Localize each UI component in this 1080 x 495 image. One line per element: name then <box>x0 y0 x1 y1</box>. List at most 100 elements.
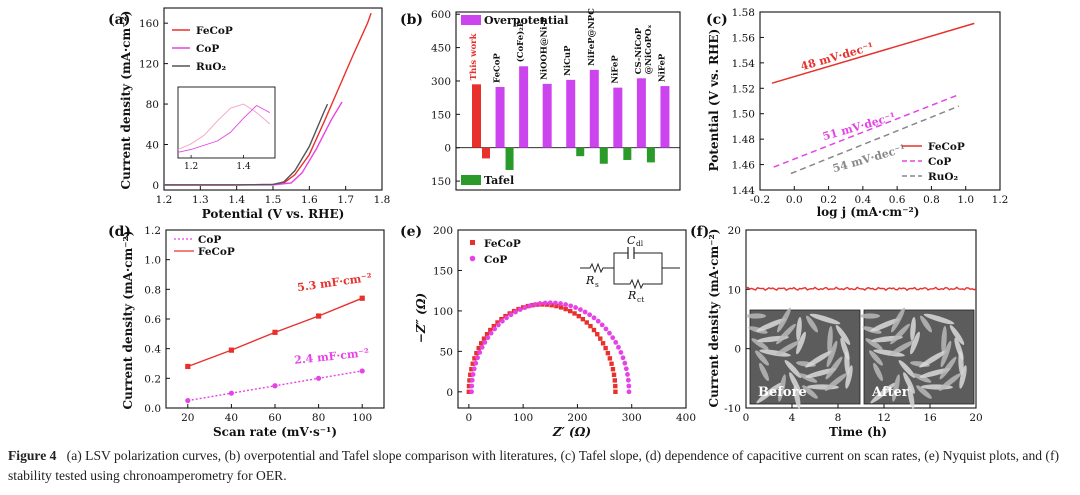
panel-b-legend-tafel: Tafel <box>484 174 514 187</box>
panel-e-point-1 <box>568 303 574 309</box>
panel-b-bar-tafel <box>482 147 490 159</box>
panel-e-ytick: 200 <box>433 225 453 237</box>
panel-e-point-1 <box>492 326 498 332</box>
panel-d-point-1 <box>316 313 322 319</box>
panel-c-ytick: 1.58 <box>732 7 755 19</box>
panel-e-point-1 <box>591 315 597 321</box>
panel-e-point-0 <box>495 320 500 325</box>
panel-e-point-0 <box>572 311 577 316</box>
panel-a-inset-curve-0 <box>177 103 271 150</box>
panel-e-point-1 <box>558 301 563 306</box>
panel-e-point-1 <box>504 315 509 321</box>
panel-f-sem-flake <box>798 373 818 383</box>
panel-b-bar-tafel <box>646 147 655 163</box>
panel-a-inset-xtick: 1.4 <box>236 162 251 172</box>
panel-f-sem-flake <box>873 362 883 382</box>
panel-b-category-label: NiFeP@NPC <box>587 8 597 66</box>
panel-f-sem-flake <box>746 313 766 319</box>
panel-b-category-label: NiOOH@Ni-P <box>540 16 550 80</box>
panel-f-stability-line <box>745 286 977 292</box>
panel-f-xtick: 4 <box>789 412 796 424</box>
panel-b-bar-overpotential <box>660 86 670 148</box>
panel-e-xtick: 100 <box>513 412 533 424</box>
figure-4: (a)1.2 1.3 1.4 1.5 1.6 1.7 1.804080120160Poten… <box>108 7 1008 439</box>
panel-c-ytick: 1.44 <box>732 185 756 197</box>
panel-d-xtick: 80 <box>312 412 325 424</box>
panel-e-point-0 <box>481 336 487 341</box>
panel-a-xtick: 1.3 <box>192 194 209 206</box>
panel-b-bar-overpotential <box>589 69 599 148</box>
panel-f-sem-flake <box>835 325 851 345</box>
panel-f-sem-flake <box>826 340 838 368</box>
panel-e-point-0 <box>613 383 618 389</box>
panel-e-point-1 <box>603 326 609 332</box>
panel-d-legend-0: CoP <box>198 234 221 246</box>
panel-e-point-0 <box>466 383 472 389</box>
panel-d-xtick: 100 <box>352 412 372 424</box>
panel-e-circuit-label-rct: R <box>627 289 636 302</box>
panel-f-xtick: 16 <box>923 412 937 424</box>
panel-e-point-0 <box>584 320 589 325</box>
panel-b-category-label: This work <box>469 32 479 80</box>
panel-f-sem-flake <box>889 340 915 356</box>
panel-d-point-1 <box>272 329 278 335</box>
panel-e-point-1 <box>470 372 476 377</box>
panel-a-curve-2 <box>164 103 329 186</box>
panel-b-bar-overpotential <box>472 84 481 148</box>
panel-e-point-1 <box>553 300 558 306</box>
panel-f-sem-flake <box>949 325 965 345</box>
panel-e-xtick: 300 <box>622 412 642 424</box>
panel-a-ytick: 80 <box>146 99 159 111</box>
panel-e-circuit-label-c: C <box>627 234 636 247</box>
panel-e-point-0 <box>605 350 611 356</box>
panel-f-xtick: 20 <box>969 412 982 424</box>
panel-a-xtick: 1.4 <box>228 194 245 206</box>
panel-b-bar-overpotential <box>495 86 505 148</box>
panel-f-sem-flake <box>920 315 932 333</box>
panel-d-point-0 <box>272 383 278 389</box>
panel-c-xtick: 0.8 <box>923 194 940 206</box>
panel-f-sem-flake <box>890 323 910 345</box>
panel-c-ytick: 1.48 <box>732 134 755 146</box>
panel-f-sem-flake <box>809 313 841 325</box>
panel-f-sem-flake <box>860 313 880 319</box>
panel-b-bar-tafel <box>623 147 632 160</box>
panel-e-point-0 <box>474 350 479 356</box>
panel-c-legend-1: CoP <box>928 156 951 168</box>
panel-e-point-1 <box>522 305 528 310</box>
panel-e-point-0 <box>530 302 535 308</box>
panel-e-point-0 <box>580 316 586 322</box>
panel-f-sem-flake <box>938 373 962 391</box>
panel-e-point-0 <box>554 303 559 309</box>
panel-f-sem-flake <box>824 373 848 391</box>
panel-b-bar-overpotential <box>566 79 576 148</box>
panel-e-point-0 <box>600 341 606 346</box>
panel-e-point-0 <box>558 305 564 310</box>
panel-e-point-1 <box>595 318 601 324</box>
panel-f-sem-flake <box>910 331 920 355</box>
panel-f-sem-flake <box>870 318 900 332</box>
panel-b-legend-overpotential: Overpotential <box>484 14 568 27</box>
panel-f-sem-flake <box>910 317 916 341</box>
panel-d-legend-1: FeCoP <box>198 246 235 258</box>
panel-f-sem-flake <box>940 340 952 368</box>
panel-c-ylabel: Potential (V vs. RHE) <box>707 29 721 172</box>
panel-f-sem-flake <box>845 365 853 389</box>
panel-f-sem-flake <box>825 356 843 380</box>
panel-e-point-1 <box>625 372 630 377</box>
panel-c-xtick: 0.2 <box>820 194 837 206</box>
panel-f-sem-image-0: Before <box>746 307 861 409</box>
panel-e-point-1 <box>479 344 485 350</box>
figure-caption: Figure 4 (a) LSV polarization curves, (b… <box>8 446 1074 486</box>
panel-c-xtick: 0.4 <box>855 194 872 206</box>
panel-e-point-0 <box>469 367 474 372</box>
panel-e-point-1 <box>623 366 629 372</box>
panel-e-point-1 <box>469 383 475 389</box>
panel-e-point-0 <box>468 372 473 377</box>
panel-f-sem-flake <box>844 351 850 375</box>
panel-a-ytick: 0 <box>152 180 159 192</box>
panel-d-point-1 <box>359 295 365 301</box>
panel-e-point-1 <box>473 360 479 366</box>
panel-f-sem-flake <box>827 326 833 354</box>
panel-f-sem-flake <box>869 350 883 366</box>
